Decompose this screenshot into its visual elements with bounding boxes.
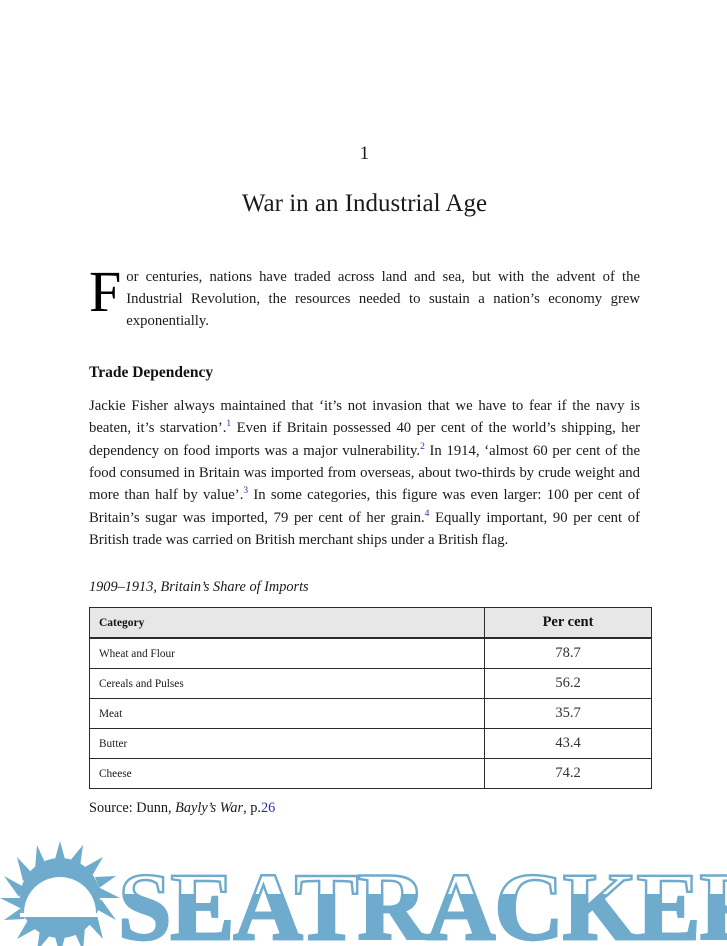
table-row: Wheat and Flour 78.7 bbox=[89, 637, 652, 670]
table-row: Meat 35.7 bbox=[89, 698, 652, 730]
column-header-category: Category bbox=[89, 607, 485, 640]
cell-category: Meat bbox=[89, 698, 485, 730]
source-page-link[interactable]: 26 bbox=[260, 800, 276, 817]
cell-value: 56.2 bbox=[484, 668, 652, 700]
svg-text:SEATRACKER.RU: SEATRACKER.RU bbox=[118, 853, 727, 946]
watermark-text: SEATRACKER.RU SEATRACKER.RU bbox=[117, 852, 727, 946]
table-header-row: Category Per cent bbox=[89, 607, 652, 640]
table-body: Wheat and Flour 78.7 Cereals and Pulses … bbox=[89, 637, 652, 790]
cell-category: Cereals and Pulses bbox=[89, 668, 485, 700]
cell-value: 43.4 bbox=[484, 728, 652, 760]
cell-category: Butter bbox=[89, 728, 485, 760]
table-row: Butter 43.4 bbox=[89, 728, 652, 760]
chapter-number: 1 bbox=[359, 143, 370, 164]
cell-value: 74.2 bbox=[484, 758, 652, 790]
paragraph-part-3: In 1914, ‘almost 60 per cent of the food… bbox=[89, 442, 640, 504]
watermark: SEATRACKER.RU SEATRACKER.RU bbox=[0, 841, 727, 946]
opening-paragraph-text: or centuries, nations have traded across… bbox=[126, 268, 640, 330]
page-title: War in an Industrial Age bbox=[241, 190, 488, 217]
table-row: Cereals and Pulses 56.2 bbox=[89, 668, 652, 700]
source-separator: , p. bbox=[243, 800, 261, 817]
sunburst-logo bbox=[0, 841, 120, 946]
imports-table: Category Per cent Wheat and Flour 78.7 C… bbox=[89, 607, 652, 790]
source-prefix: Source: Dunn, bbox=[89, 800, 176, 817]
footnote-ref-4[interactable]: 4 bbox=[424, 508, 430, 519]
cell-category: Cheese bbox=[89, 758, 485, 790]
source-line: Source: Dunn, Bayly’s War, p.26 bbox=[89, 800, 640, 817]
body-paragraph: Jackie Fisher always maintained that ‘it… bbox=[89, 395, 640, 551]
cell-category: Wheat and Flour bbox=[89, 637, 485, 670]
svg-text:SEATRACKER.RU: SEATRACKER.RU bbox=[118, 853, 727, 946]
paragraph-part-2: Even if Britain possessed 40 per cent of… bbox=[89, 420, 640, 459]
footnote-ref-3[interactable]: 3 bbox=[243, 486, 249, 497]
column-header-per-cent: Per cent bbox=[484, 607, 652, 640]
cell-value: 35.7 bbox=[484, 698, 652, 730]
footnote-ref-1[interactable]: 1 bbox=[226, 419, 232, 430]
section-heading-trade-dependency: Trade Dependency bbox=[89, 363, 214, 381]
cell-value: 78.7 bbox=[484, 637, 652, 670]
paragraph-part-1: Jackie Fisher always maintained that ‘it… bbox=[89, 398, 640, 437]
drop-cap: F bbox=[89, 258, 122, 324]
source-title: Bayly’s War bbox=[175, 800, 244, 817]
table-row: Cheese 74.2 bbox=[89, 758, 652, 790]
paragraph-part-5: Equally important, 90 per cent of Britis… bbox=[89, 509, 640, 548]
paragraph-part-4: In some categories, this figure was even… bbox=[89, 487, 641, 526]
table-caption: 1909–1913, Britain’s Share of Imports bbox=[89, 579, 309, 596]
table-header: Category Per cent bbox=[89, 607, 652, 640]
footnote-ref-2[interactable]: 2 bbox=[420, 441, 425, 452]
